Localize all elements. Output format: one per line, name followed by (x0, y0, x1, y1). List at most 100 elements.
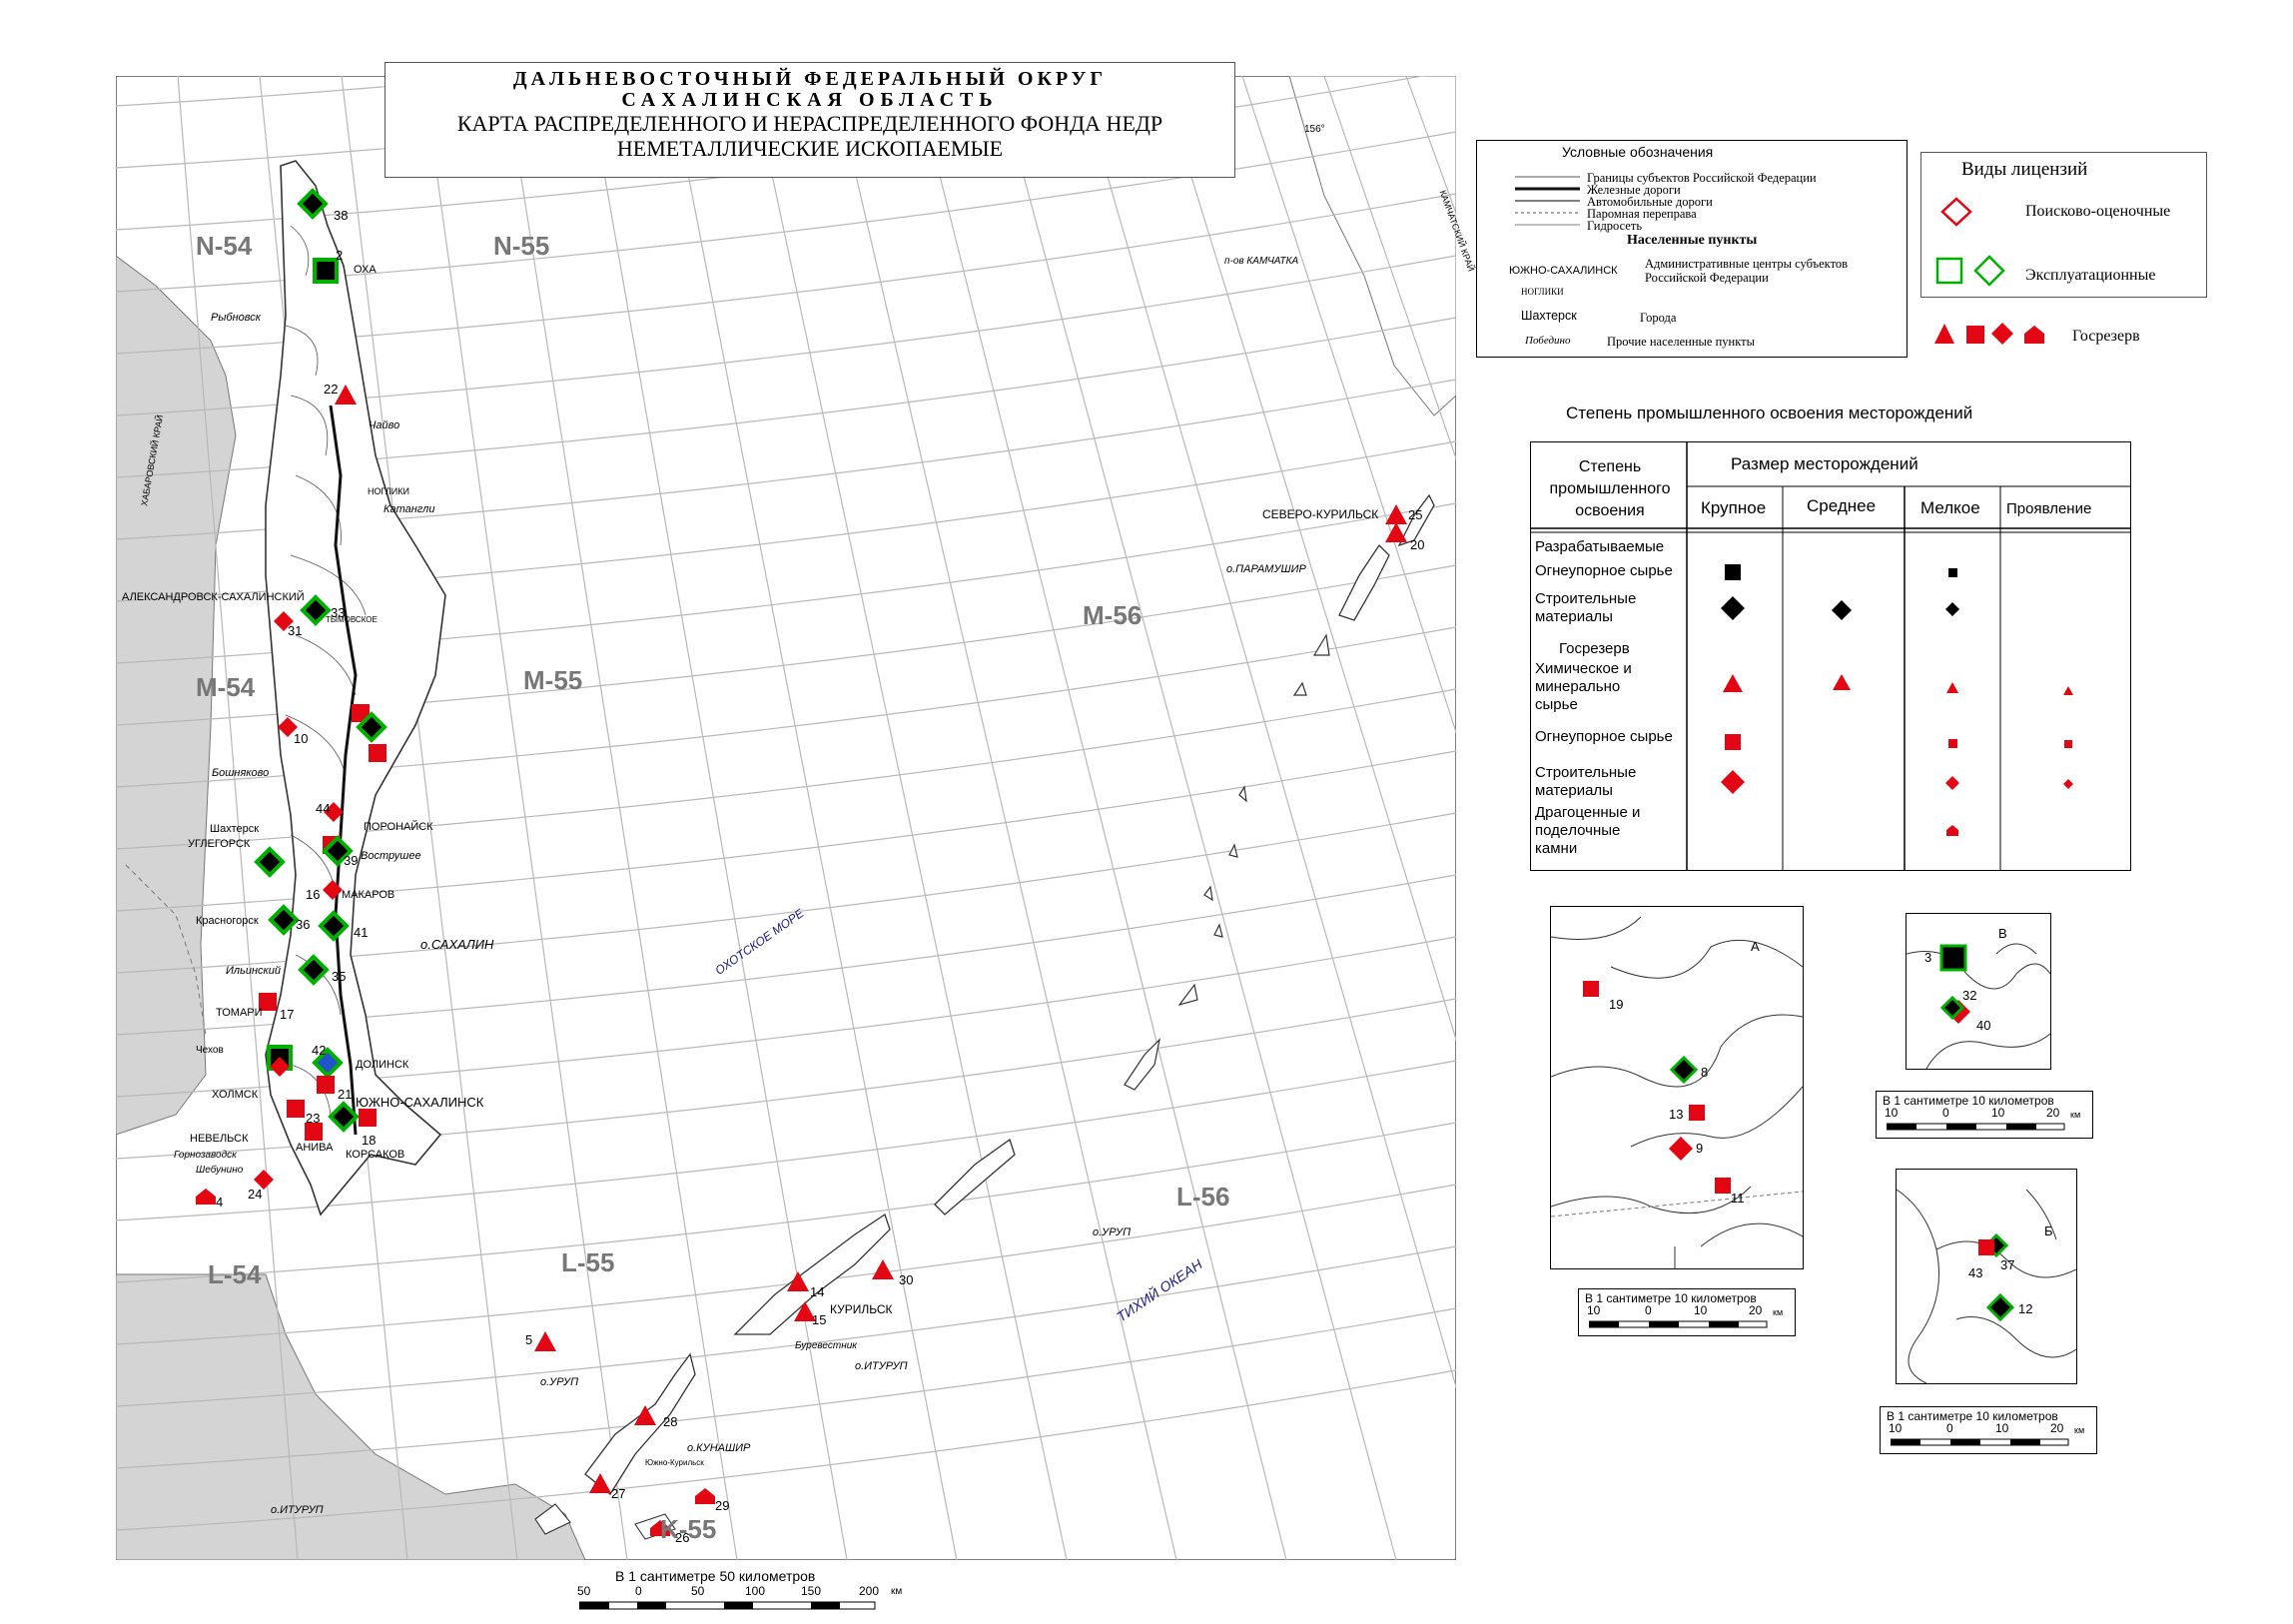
place-label: Южно-Курильск (645, 1458, 704, 1467)
sym-red-triangle-tiny (2063, 686, 2073, 695)
reserve-deposit-marker (1385, 522, 1407, 542)
sym-red-square-small (1948, 739, 1957, 748)
table-size-showing: Проявление (2006, 500, 2092, 517)
place-label: о.ПАРАМУШИР (1226, 563, 1306, 575)
legend-item: Железные дороги (1587, 183, 1681, 197)
place-label: ПОРОНАЙСК (364, 821, 433, 833)
license-title: Виды лицензий (1961, 159, 2088, 180)
license-exploit-label: Эксплуатационные (2025, 267, 2156, 284)
deposit-number: 22 (324, 382, 339, 397)
legend: Условные обозначения Границы субъектов Р… (1476, 140, 1908, 358)
table-grid (1531, 442, 2130, 870)
table-row-label: Строительные материалы (1535, 590, 1637, 625)
exploit-deposit-marker (356, 711, 387, 743)
legend-village-sample: Победино (1525, 335, 1571, 347)
title-line-4: НЕМЕТАЛЛИЧЕСКИЕ ИСКОПАЕМЫЕ (616, 136, 1004, 161)
table-row-label: Госрезерв (1559, 640, 1630, 657)
legend-admin-sample: ЮЖНО-САХАЛИНСК (1509, 265, 1618, 277)
map-title: ДАЛЬНЕВОСТОЧНЫЙ ФЕДЕРАЛЬНЫЙ ОКРУГ САХАЛИ… (384, 62, 1235, 178)
deposit-number: 35 (332, 969, 347, 984)
legend-item: Паромная переправа (1587, 207, 1697, 221)
deposit-number: 17 (280, 1007, 295, 1022)
exploit-deposit-marker (313, 258, 339, 284)
grid-meridian (1323, 76, 1456, 459)
license-search-label: Поисково-оценочные (2025, 203, 2171, 220)
kuril-urup (934, 1138, 1016, 1216)
place-label: КОРСАКОВ (346, 1149, 405, 1161)
grid-parallel (116, 1245, 1456, 1407)
inset-b1-map (1907, 943, 2050, 1069)
sym-red-diamond-small (1945, 776, 1959, 790)
place-label: Горнозаводск (174, 1150, 237, 1161)
deposit-number: 21 (338, 1087, 353, 1102)
sym-red-triangle-small (1946, 682, 1958, 693)
reserve-deposit-marker (274, 611, 294, 631)
legend-item: Границы субъектов Российской Федерации (1587, 171, 1817, 185)
scale-main-tick: 150 (801, 1584, 822, 1598)
grid-meridian (504, 76, 738, 1560)
deposit-number: 4 (216, 1195, 224, 1210)
reserve-deposit-marker (254, 1170, 274, 1190)
sym-black-square-small (1948, 568, 1957, 577)
scale-inset-b2: В 1 сантиметре 10 километров 10 0 10 20 … (1880, 1406, 2097, 1454)
sheet-label: L-56 (1176, 1182, 1230, 1212)
inset-b2-number: 43 (1968, 1265, 1983, 1280)
inset-b1-letter: В (1998, 926, 2007, 941)
exploit-deposit-marker (322, 835, 354, 867)
deposit-number: 26 (675, 1530, 690, 1545)
sakhalin-railway (329, 405, 358, 1136)
reserve-deposit-marker (270, 1057, 290, 1077)
place-label: АНИВА (296, 1142, 334, 1154)
grid-meridian (668, 76, 958, 1560)
reserve-deposit-marker (794, 1301, 816, 1321)
table-symbols (1721, 564, 2073, 836)
reserve-deposit-marker (287, 1100, 305, 1118)
deposit-number: 36 (296, 917, 311, 932)
grid-meridian (1078, 76, 1456, 1388)
title-line-2: САХАЛИНСКАЯ ОБЛАСТЬ (621, 89, 999, 111)
reserve-deposit-marker (278, 717, 298, 737)
sym-red-square-large (1725, 734, 1741, 750)
scale-bar (1589, 1320, 1768, 1328)
sym-black-diamond-small (1945, 602, 1959, 616)
scale-main-tick: 50 (577, 1584, 591, 1598)
grid-meridian (832, 76, 1177, 1560)
reserve-deposit-marker (634, 1405, 656, 1425)
sheet-label: N-55 (493, 231, 550, 261)
sheet-label: N-54 (196, 231, 253, 261)
inset-b2-letter: Б (2044, 1223, 2053, 1238)
title-line-3: КАРТА РАСПРЕДЕЛЕННОГО И НЕРАСПРЕДЕЛЕННОГ… (456, 111, 1163, 136)
scale-main-bar (579, 1601, 876, 1610)
place-label: Шебунино (196, 1165, 244, 1176)
reserve-deposit-marker (369, 744, 386, 762)
grid-parallel (116, 1122, 1456, 1283)
place-label: МАКАРОВ (342, 889, 395, 901)
exploit-deposit-marker (318, 910, 350, 942)
place-label: о.ИТУРУП (855, 1360, 908, 1372)
table-row-label: Разрабатываемые (1535, 538, 1665, 555)
reserve-deposit-marker (534, 1331, 556, 1351)
sheet-label: L-54 (208, 1259, 262, 1289)
scale-tick: 10 (1991, 1106, 2005, 1120)
grid-meridian (177, 76, 299, 1560)
sym-black-diamond-large (1721, 596, 1745, 620)
grid-parallel (116, 1369, 1456, 1531)
inset-b1-number: 32 (1962, 988, 1977, 1003)
main-map: N-54 N-55 M-54 M-55 M-56 L-54 L-55 L-56 … (116, 76, 1476, 1560)
deposit-number: 28 (663, 1414, 678, 1429)
reserve-deposit-marker (324, 802, 344, 822)
place-label: Вострушее (361, 850, 421, 862)
place-label: о.ИТУРУП (271, 1504, 324, 1516)
scale-main-tick: 200 (859, 1584, 880, 1598)
hokkaido (116, 1273, 586, 1560)
place-label: ЮЖНО-САХАЛИНСК (356, 1095, 484, 1110)
deposit-number: 5 (525, 1332, 533, 1347)
sheet-label: M-56 (1083, 600, 1143, 630)
exploit-deposit-marker (298, 954, 330, 986)
sym-red-diamond-large (1721, 770, 1745, 794)
scale-inset-a: В 1 сантиметре 10 километров 10 0 10 20 … (1578, 1288, 1796, 1336)
place-label: ХОЛМСК (212, 1089, 259, 1101)
scale-tick: 20 (1749, 1303, 1763, 1317)
sakhalin-island (265, 160, 446, 1217)
reserve-deposit-marker (323, 880, 343, 900)
